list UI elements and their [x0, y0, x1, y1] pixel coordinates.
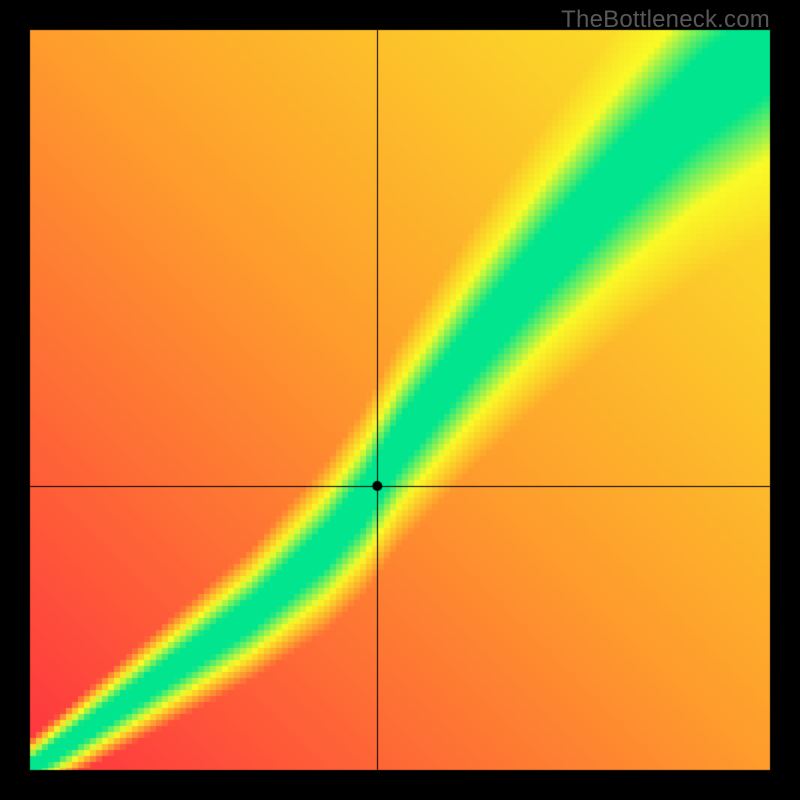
crosshair-overlay — [0, 0, 800, 800]
watermark-label: TheBottleneck.com — [561, 6, 770, 34]
